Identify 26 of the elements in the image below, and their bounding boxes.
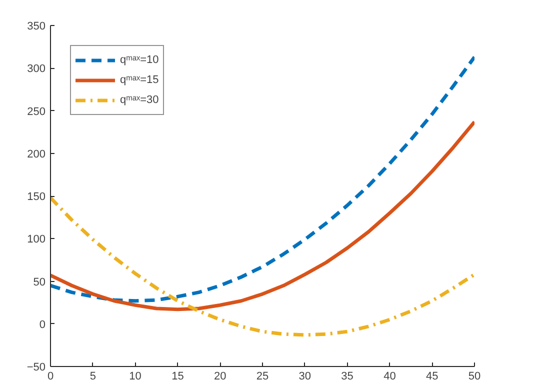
x-tick-label: 25 [256, 370, 269, 382]
x-tick-label: 15 [172, 370, 184, 382]
y-tick-label: 50 [33, 276, 46, 288]
x-tick-label: 30 [298, 370, 312, 382]
x-tick-label: 5 [90, 370, 96, 382]
x-tick-label: 45 [426, 370, 438, 382]
y-tick-label: 0 [39, 318, 46, 331]
x-tick-label: 0 [47, 370, 54, 382]
y-tick-label: 100 [27, 234, 46, 246]
y-tick-label: 200 [27, 148, 46, 160]
line-series [50, 196, 474, 337]
x-tick-label: 50 [468, 370, 481, 382]
legend-label: qᵐᵃˣ=10 [120, 54, 159, 66]
line-series [50, 120, 474, 312]
legend-label: qᵐᵃˣ=15 [120, 74, 159, 86]
y-tick-label: 300 [27, 63, 46, 76]
x-tick-label: 35 [341, 370, 354, 382]
y-tick-label: 250 [27, 106, 46, 118]
legend-label: qᵐᵃˣ=30 [120, 94, 159, 106]
x-tick-label: 10 [129, 370, 142, 382]
x-tick-label: 20 [214, 370, 226, 382]
y-tick-label: 150 [27, 191, 46, 203]
y-tick-label: −50 [26, 362, 46, 374]
y-tick-label: 350 [27, 20, 46, 32]
line-series [50, 55, 474, 303]
x-tick-label: 40 [384, 370, 396, 382]
